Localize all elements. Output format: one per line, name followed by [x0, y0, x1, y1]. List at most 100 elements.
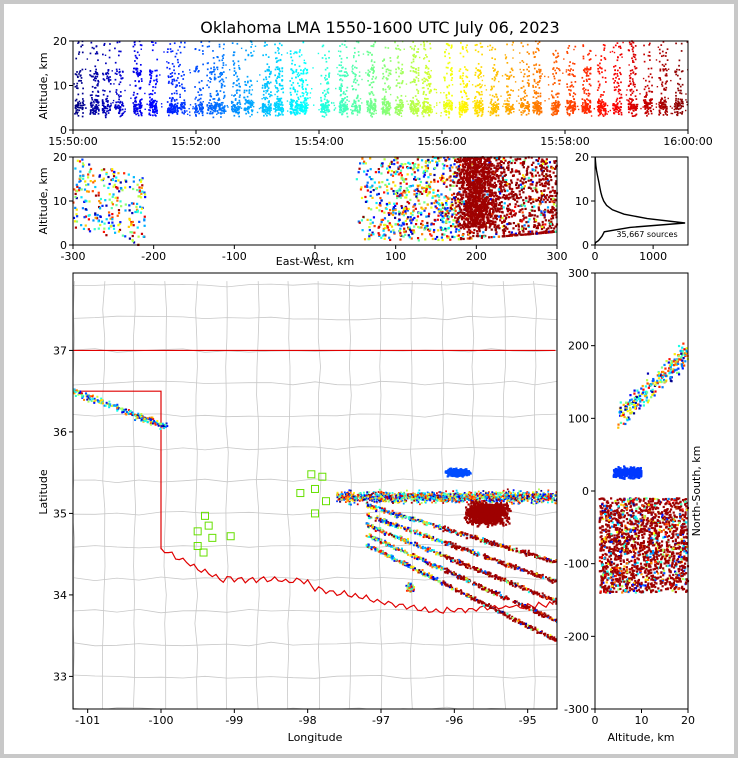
lma-source-point: [476, 84, 479, 87]
lma-source-point: [74, 192, 77, 196]
lma-source-point: [681, 83, 684, 86]
lma-source-point: [401, 68, 403, 70]
lma-source-point: [414, 95, 417, 97]
lma-source-point: [503, 202, 506, 205]
lma-source-point: [94, 98, 96, 101]
lma-source-point: [534, 86, 537, 88]
lma-source-point: [140, 80, 143, 82]
lma-source-point: [103, 222, 106, 225]
lma-source-point: [385, 77, 388, 79]
lma-source-point: [338, 55, 341, 57]
lma-source-point: [212, 116, 215, 119]
lma-source-point: [359, 98, 362, 100]
lma-source-point: [631, 57, 633, 60]
lma-source-point: [383, 102, 386, 104]
lma-source-point: [113, 231, 117, 234]
lma-source-point: [112, 224, 115, 227]
lma-source-point: [385, 70, 388, 73]
lma-source-point: [356, 95, 359, 98]
lma-source-point: [128, 218, 131, 222]
lma-source-point: [200, 80, 203, 82]
lma-source-point: [477, 105, 480, 108]
lma-source-point: [490, 100, 492, 103]
lma-source-point: [220, 82, 223, 85]
lma-source-point: [220, 102, 223, 104]
lma-source-point: [528, 110, 530, 112]
lma-source-point: [301, 104, 304, 107]
lma-source-point: [321, 104, 323, 107]
lma-source-point: [587, 53, 589, 56]
lma-source-point: [107, 72, 110, 75]
lma-source-point: [425, 93, 427, 96]
lma-source-point: [417, 67, 420, 69]
lma-source-point: [494, 193, 497, 197]
lma-source-point: [105, 98, 107, 101]
lma-source-point: [447, 62, 450, 65]
lma-source-point: [178, 85, 181, 87]
lma-source-point: [459, 108, 462, 111]
lma-source-point: [634, 67, 637, 70]
lma-source-point: [244, 83, 247, 86]
lma-source-point: [217, 56, 219, 59]
lma-source-point: [138, 72, 141, 74]
lma-source-point: [585, 92, 588, 95]
lma-source-point: [114, 196, 117, 199]
lma-source-point: [476, 104, 479, 107]
lma-source-point: [356, 79, 359, 82]
lma-source-point: [620, 111, 623, 114]
lma-source-point: [251, 104, 254, 107]
lma-source-point: [75, 57, 78, 60]
lma-source-point: [511, 209, 514, 212]
lma-source-point: [478, 107, 481, 109]
lma-source-point: [107, 79, 110, 82]
lma-source-point: [243, 109, 246, 111]
lma-source-point: [266, 44, 268, 46]
lma-source-point: [120, 114, 123, 117]
lma-source-point: [381, 60, 384, 62]
lma-source-point: [447, 66, 449, 69]
lma-source-point: [221, 104, 223, 106]
lma-source-point: [616, 42, 619, 44]
lma-source-point: [629, 82, 632, 85]
lma-source-point: [170, 103, 172, 106]
lma-source-point: [506, 103, 509, 106]
lma-source-point: [533, 217, 536, 220]
lma-source-point: [117, 211, 121, 215]
lma-source-point: [262, 110, 265, 112]
lma-source-point: [428, 73, 431, 76]
lma-source-point: [476, 112, 478, 115]
lma-source-point: [174, 72, 176, 75]
lma-source-point: [423, 108, 425, 111]
lma-source-point: [353, 100, 356, 103]
lma-source-point: [399, 86, 401, 89]
lma-source-point: [433, 106, 436, 108]
lma-source-point: [551, 104, 553, 107]
lma-source-point: [105, 72, 107, 75]
lma-source-point: [395, 106, 397, 109]
lma-source-point: [274, 108, 276, 110]
lma-source-point: [75, 98, 78, 101]
lma-source-point: [523, 95, 526, 98]
lma-source-point: [661, 85, 664, 87]
lma-source-point: [395, 85, 398, 87]
lma-source-point: [109, 90, 111, 93]
lma-source-point: [95, 45, 98, 48]
lma-source-point: [614, 107, 617, 109]
lma-source-point: [674, 105, 677, 107]
lma-source-point: [401, 81, 404, 84]
lma-source-point: [640, 107, 642, 110]
lma-source-point: [389, 73, 392, 76]
lma-source-point: [266, 108, 269, 111]
lma-source-point: [244, 58, 247, 61]
lma-source-point: [555, 204, 558, 207]
lma-source-point: [463, 104, 465, 107]
lma-source-point: [199, 104, 201, 106]
lma-source-point: [661, 63, 664, 66]
lma-source-point: [514, 212, 517, 215]
lma-source-point: [478, 93, 481, 96]
lma-source-point: [274, 57, 277, 60]
lma-source-point: [110, 104, 112, 106]
lma-source-point: [424, 207, 427, 210]
lma-source-point: [298, 84, 301, 87]
lma-source-point: [209, 105, 212, 108]
